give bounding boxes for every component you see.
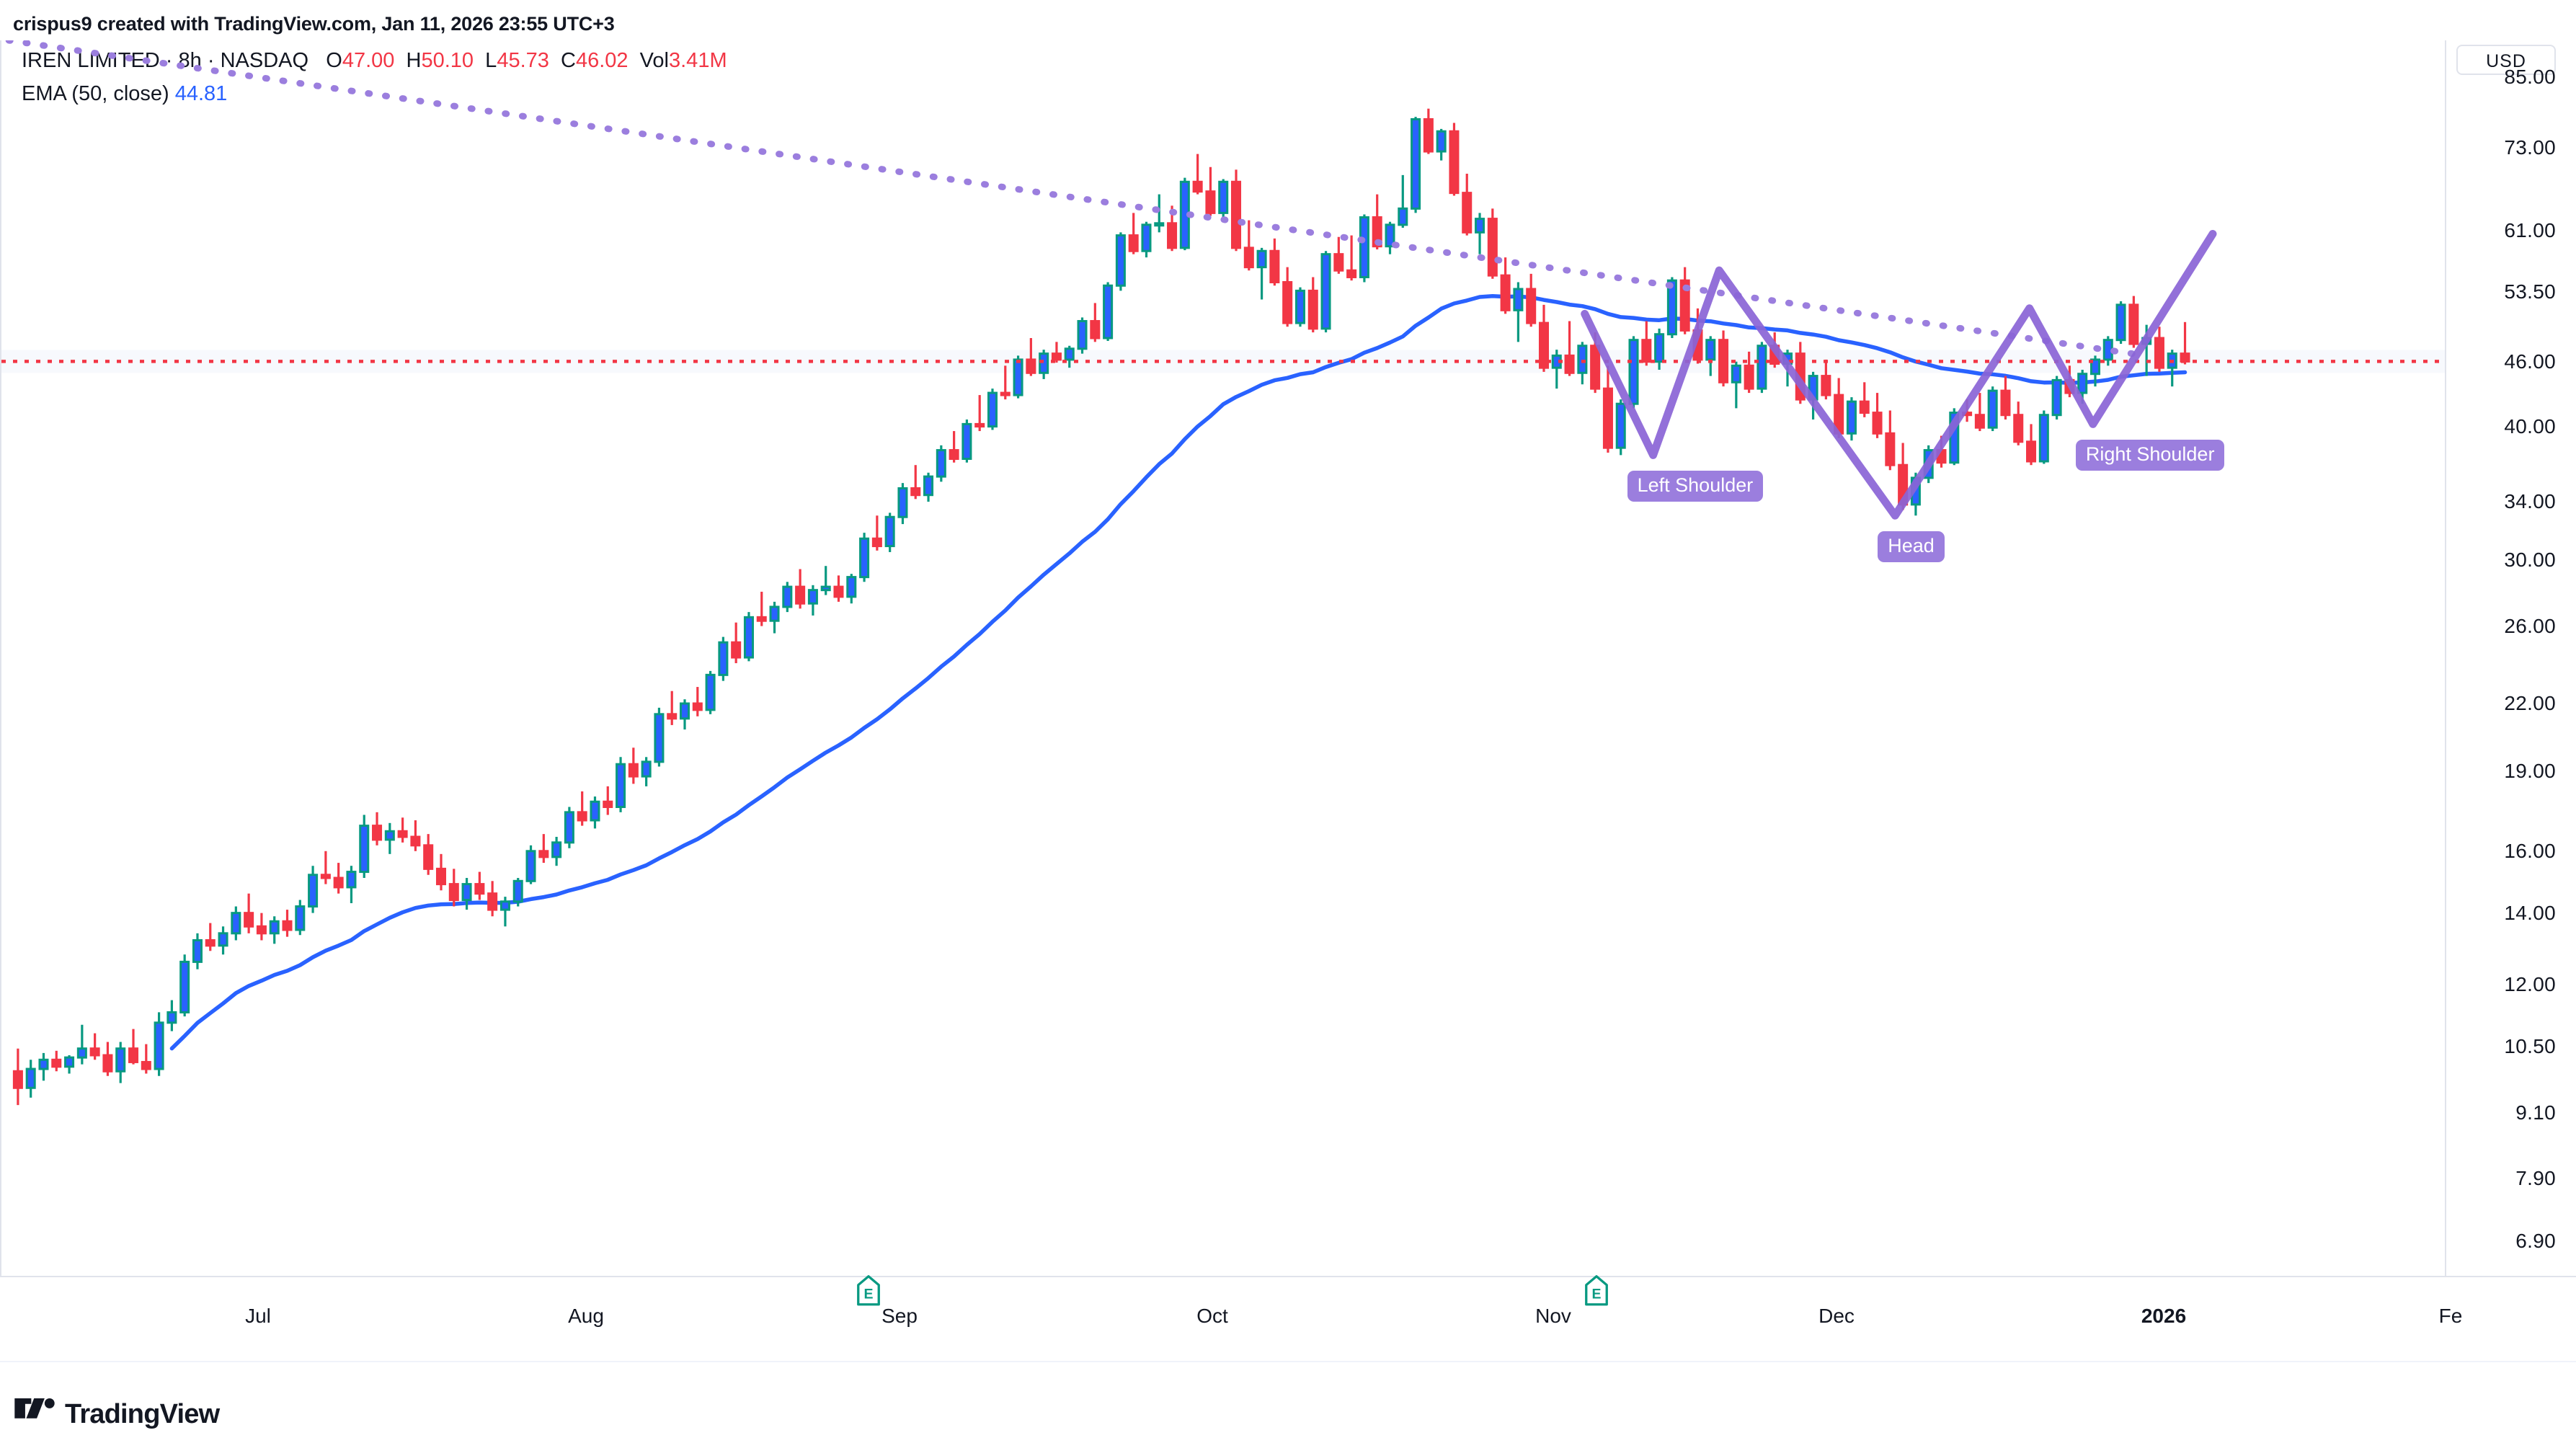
legend-exchange: NASDAQ xyxy=(220,49,309,72)
legend-ohlc: O47.00 H50.10 L45.73 C46.02 Vol3.41M xyxy=(314,49,727,72)
price-tick: 34.00 xyxy=(2504,490,2556,513)
chart-legend: IREN LIMITED · 8h · NASDAQ O47.00 H50.10… xyxy=(22,45,727,111)
time-tick-fe: Fe xyxy=(2438,1305,2463,1327)
price-tick: 61.00 xyxy=(2504,219,2556,242)
tradingview-wordmark: TradingView xyxy=(65,1399,220,1429)
legend-indicator-row[interactable]: EMA (50, close) 44.81 xyxy=(22,78,727,111)
tradingview-logo: TradingView xyxy=(14,1398,220,1431)
time-tick-aug: Aug xyxy=(568,1305,604,1327)
tradingview-mark-icon xyxy=(14,1398,55,1431)
legend-ohlc-o: O47.00 xyxy=(326,49,395,72)
price-scale[interactable]: USD 85.00 73.00 61.00 53.50 46.00 40.00 34.00 3… xyxy=(2445,40,2576,1276)
price-tick: 22.00 xyxy=(2504,692,2556,715)
pattern-label-head[interactable]: Head xyxy=(1878,531,1945,563)
time-tick-2026: 2026 xyxy=(2141,1305,2187,1327)
price-tick: 7.90 xyxy=(2515,1166,2556,1189)
chart-canvas[interactable] xyxy=(1,40,2445,1276)
legend-sep-1: · xyxy=(159,49,179,72)
legend-ohlc-vol: Vol3.41M xyxy=(639,49,727,72)
price-tick: 40.00 xyxy=(2504,414,2556,438)
time-scale[interactable]: Jul Aug Sep Oct Nov Dec 2026 Fe xyxy=(0,1276,2576,1362)
time-tick-dec: Dec xyxy=(1818,1305,1855,1327)
price-tick: 19.00 xyxy=(2504,760,2556,783)
legend-indicator-name[interactable]: EMA (50, close) xyxy=(22,81,169,105)
price-tick: 14.00 xyxy=(2504,901,2556,924)
legend-ohlc-l: L45.73 xyxy=(485,49,549,72)
price-tick: 73.00 xyxy=(2504,136,2556,159)
head-and-shoulders-pattern xyxy=(1581,230,2217,520)
legend-symbol[interactable]: IREN LIMITED xyxy=(22,49,160,72)
candlestick-series xyxy=(12,108,2190,1106)
legend-symbol-row[interactable]: IREN LIMITED · 8h · NASDAQ O47.00 H50.10… xyxy=(22,45,727,78)
price-tick: 46.00 xyxy=(2504,350,2556,373)
currency-badge[interactable]: USD xyxy=(2456,45,2556,75)
price-tick: 16.00 xyxy=(2504,839,2556,862)
time-tick-nov: Nov xyxy=(1535,1305,1571,1327)
price-tick: 26.00 xyxy=(2504,614,2556,637)
time-tick-sep: Sep xyxy=(881,1305,918,1327)
time-tick-oct: Oct xyxy=(1196,1305,1228,1327)
price-tick: 53.50 xyxy=(2504,280,2556,303)
legend-ohlc-c: C46.02 xyxy=(561,49,629,72)
legend-indicator-value: 44.81 xyxy=(174,81,228,105)
ema-50-line xyxy=(169,294,2188,1051)
time-tick-jul: Jul xyxy=(245,1305,271,1327)
price-tick: 30.00 xyxy=(2504,548,2556,571)
descending-trendline xyxy=(5,40,2136,358)
legend-sep-2: · xyxy=(201,49,221,72)
price-tick: 10.50 xyxy=(2504,1034,2556,1057)
attribution-text: crispus9 created with TradingView.com, J… xyxy=(13,13,615,35)
svg-text:E: E xyxy=(1591,1287,1601,1302)
legend-ohlc-h: H50.10 xyxy=(406,49,474,72)
price-tick: 9.10 xyxy=(2515,1101,2556,1124)
pattern-label-left-shoulder[interactable]: Left Shoulder xyxy=(1627,471,1764,502)
price-tick: 6.90 xyxy=(2515,1229,2556,1252)
price-tick: 85.00 xyxy=(2504,65,2556,88)
chart-plot-area[interactable] xyxy=(0,40,2445,1276)
pattern-label-right-shoulder[interactable]: Right Shoulder xyxy=(2075,440,2225,471)
earnings-marker-icon[interactable]: E xyxy=(856,1274,881,1308)
svg-text:E: E xyxy=(863,1287,873,1302)
earnings-marker-icon[interactable]: E xyxy=(1584,1274,1609,1308)
price-tick: 12.00 xyxy=(2504,972,2556,995)
